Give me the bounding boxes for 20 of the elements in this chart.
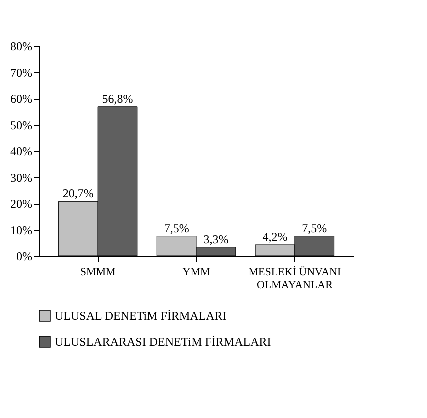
legend-label: ULUSAL DENETiM FİRMALARI (55, 309, 227, 323)
data-label: 7,5% (164, 221, 190, 236)
y-tick-label: 30% (10, 170, 32, 185)
legend-label: ULUSLARARASI DENETiM FİRMALARI (55, 335, 272, 349)
data-label: 20,7% (62, 186, 94, 201)
y-tick-label: 0% (16, 250, 32, 264)
y-tick-label: 80% (10, 40, 32, 54)
y-tick-label: 60% (10, 92, 32, 106)
x-tick-label: YMM (182, 266, 210, 278)
data-label: 3,3% (204, 232, 229, 246)
y-tick-label: 20% (10, 197, 32, 211)
y-tick-label: 50% (10, 118, 32, 132)
y-tick-label: 70% (10, 66, 32, 80)
x-tick-label: SMMM (80, 266, 116, 278)
x-tick-label: MESLEKİ ÜNVANI OLMAYANLAR (248, 266, 342, 292)
y-tick-label: 10% (10, 223, 32, 238)
data-label: 4,2% (262, 230, 288, 244)
y-tick-label: 40% (10, 144, 32, 158)
data-label: 7,5% (302, 221, 328, 236)
data-label: 56,8% (102, 92, 134, 106)
